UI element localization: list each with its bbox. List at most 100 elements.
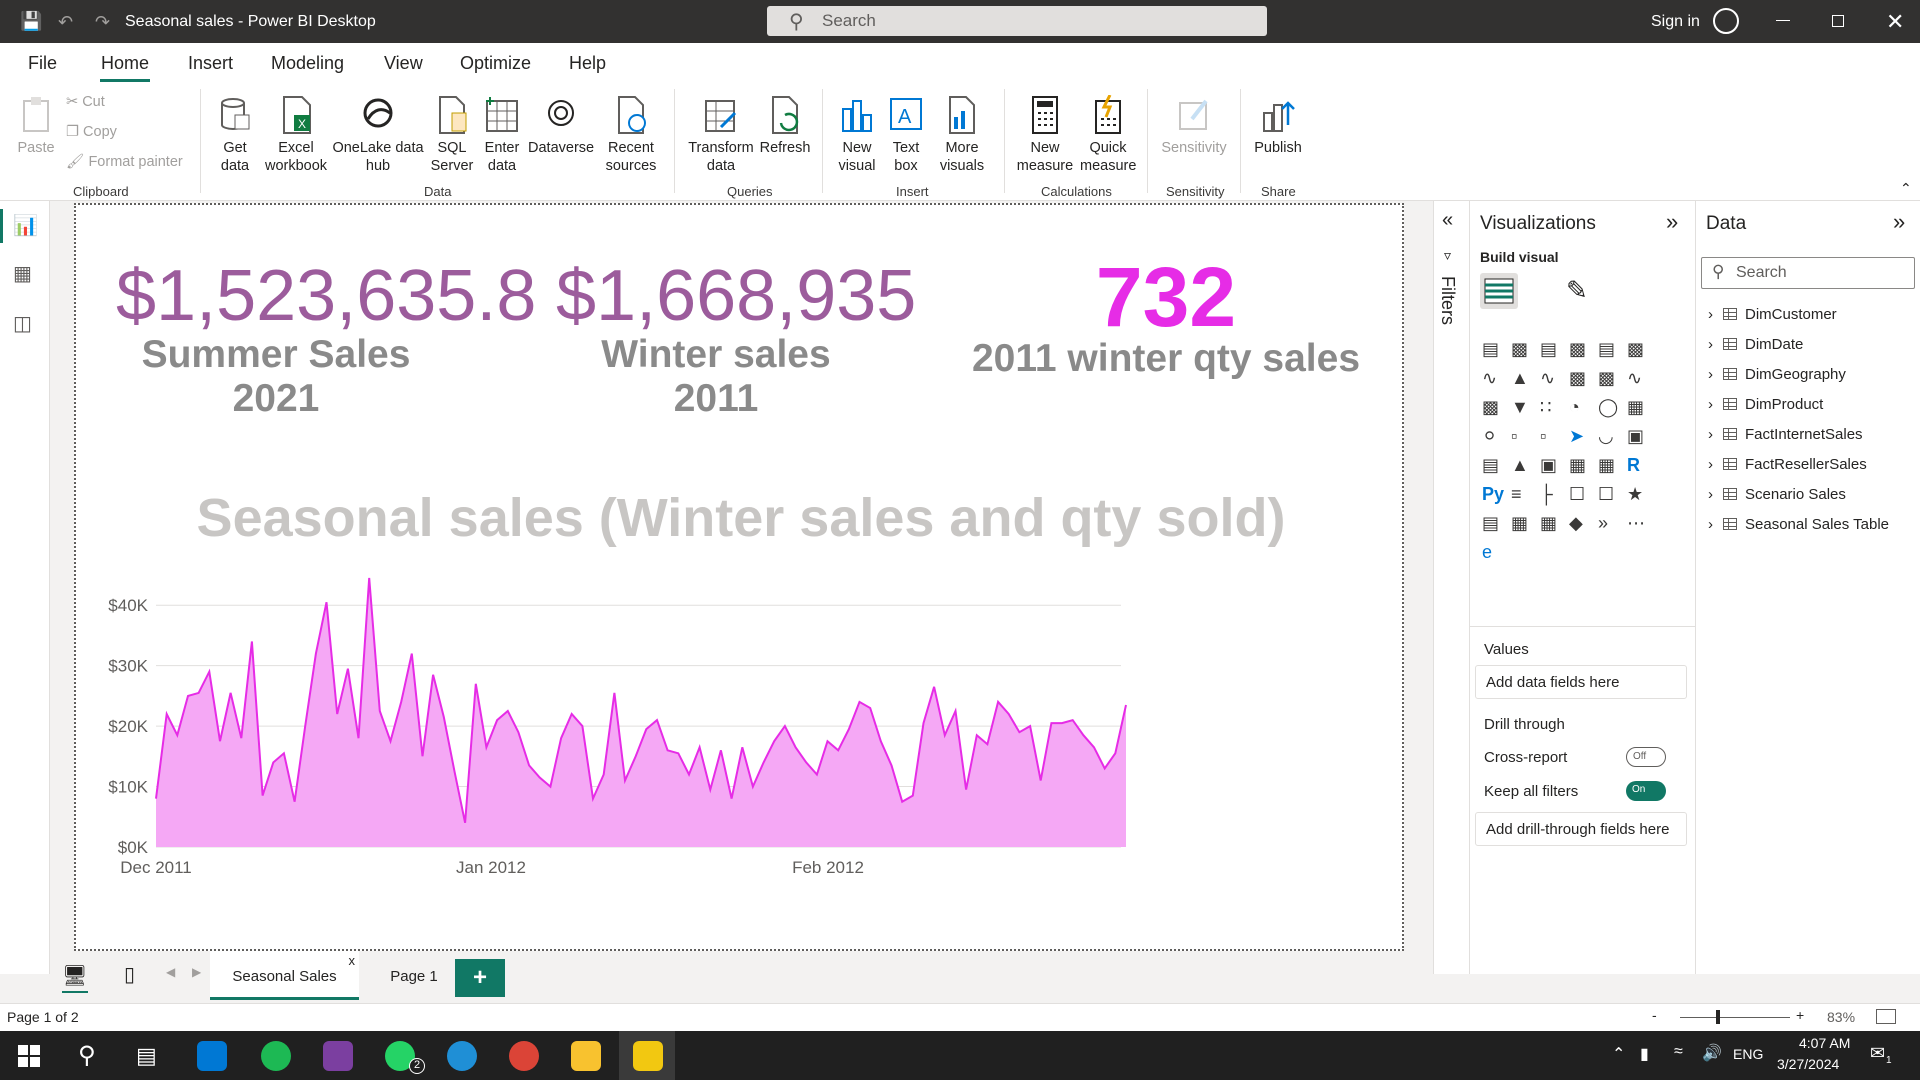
menu-help[interactable]: Help (569, 53, 607, 73)
table-item[interactable]: › DimDate (1708, 336, 1803, 353)
zoom-slider[interactable] (1680, 1010, 1790, 1024)
new-visual-button[interactable]: New visual (832, 95, 882, 175)
waterfall-visual-icon[interactable]: ▩ (1482, 397, 1500, 417)
close-icon[interactable]: ✕ (1886, 9, 1905, 34)
edge-icon[interactable] (447, 1041, 477, 1071)
file-explorer-icon[interactable] (571, 1041, 601, 1071)
data-search-input[interactable]: ⚲ Search (1701, 257, 1915, 289)
cross-report-toggle[interactable]: Off (1626, 747, 1666, 767)
task-view-icon[interactable]: ▤ (136, 1043, 157, 1068)
chrome-icon[interactable] (509, 1041, 539, 1071)
table-visual-icon[interactable]: ▦ (1569, 455, 1587, 475)
quick-measure-button[interactable]: Quick measure (1080, 95, 1136, 175)
account-icon[interactable] (1713, 8, 1739, 34)
collapse-viz-icon[interactable]: » (1666, 209, 1679, 234)
chevron-right-icon[interactable]: › (1708, 366, 1713, 383)
table-item[interactable]: › FactResellerSales (1708, 456, 1867, 473)
sign-in-link[interactable]: Sign in (1651, 13, 1700, 30)
zoom-thumb[interactable] (1716, 1010, 1720, 1024)
100-bar-visual-icon[interactable]: ▤ (1598, 339, 1616, 359)
stacked-area-visual-icon[interactable]: ∿ (1540, 368, 1556, 388)
report-view-icon[interactable]: 📊 (13, 215, 38, 237)
clustered-bar-visual-icon[interactable]: ▤ (1540, 339, 1558, 359)
restore-icon[interactable] (1832, 15, 1844, 27)
build-visual-tab[interactable] (1480, 273, 1518, 309)
values-well[interactable]: Add data fields here (1475, 665, 1687, 699)
format-painter-button[interactable]: 🖌 Format painter (66, 153, 183, 171)
trophy-visual-icon[interactable]: ★ (1627, 484, 1644, 504)
r-visual-visual-icon[interactable]: R (1627, 455, 1640, 475)
custom-visual-icon[interactable]: e (1482, 542, 1493, 562)
expand-filters-icon[interactable]: « (1442, 209, 1454, 231)
table-item[interactable]: › Scenario Sales (1708, 486, 1846, 503)
line-column-visual-icon[interactable]: ▩ (1569, 368, 1587, 388)
model-view-icon[interactable]: ◫ (13, 313, 32, 335)
mobile-layout-icon[interactable]: ▯ (124, 964, 136, 986)
menu-insert[interactable]: Insert (188, 53, 234, 73)
series-line[interactable] (155, 577, 1127, 824)
search-box[interactable]: ⚲ Search (767, 6, 1267, 36)
menu-home[interactable]: Home (101, 53, 150, 73)
collapse-ribbon-icon[interactable]: ⌃ (1900, 180, 1912, 196)
redo-icon[interactable]: ↷ (95, 12, 111, 32)
chevron-right-icon[interactable]: › (1708, 486, 1713, 503)
fit-to-page-icon[interactable] (1876, 1009, 1896, 1024)
copy-button[interactable]: ❐ Copy (66, 123, 117, 141)
pie-visual-icon[interactable]: ◔ (1569, 397, 1580, 417)
kpi-card-qty[interactable]: 732 2011 winter qty sales (956, 253, 1376, 381)
chevron-right-icon[interactable]: › (1708, 456, 1713, 473)
zoom-in-icon[interactable]: + (1796, 1007, 1805, 1023)
line-clustered-visual-icon[interactable]: ▩ (1598, 368, 1616, 388)
100-column-visual-icon[interactable]: ▩ (1627, 339, 1645, 359)
filters-pane-collapsed[interactable]: « ▿ Filters (1433, 201, 1469, 974)
page-tab-page-1[interactable]: Page 1 (370, 951, 458, 1000)
cut-button[interactable]: ✂ Cut (66, 93, 105, 111)
python-visual-icon[interactable]: Py (1482, 484, 1505, 504)
key-influencers-visual-icon[interactable]: ≡ (1511, 484, 1522, 504)
desktop-layout-icon[interactable]: 🖥 (62, 965, 88, 987)
spotify-icon[interactable] (261, 1041, 291, 1071)
treemap-visual-icon[interactable]: ▦ (1627, 397, 1645, 417)
kpi-card-winter[interactable]: $1,668,935 Winter sales 2011 (556, 255, 916, 421)
power-bi-icon[interactable] (633, 1041, 663, 1071)
more-visual-icon[interactable]: ⋯ (1627, 513, 1645, 533)
refresh-button[interactable]: Refresh (758, 95, 812, 157)
chevron-right-icon[interactable]: › (1708, 306, 1713, 323)
menu-view[interactable]: View (384, 53, 423, 73)
table-item[interactable]: › DimProduct (1708, 396, 1823, 413)
chevron-visual-icon[interactable]: » (1598, 513, 1609, 533)
table-item[interactable]: › DimCustomer (1708, 306, 1837, 323)
excel-workbook-button[interactable]: X Excel workbook (262, 95, 330, 175)
report-page[interactable]: $1,523,635.8 Summer Sales 2021 $1,668,93… (74, 203, 1404, 951)
get-data-button[interactable]: Get data (210, 95, 260, 175)
minimize-icon[interactable] (1776, 20, 1790, 21)
power-automate-visual-icon[interactable]: ▦ (1540, 513, 1558, 533)
volume-icon[interactable]: 🔊 (1702, 1045, 1722, 1062)
transform-data-button[interactable]: Transform data (686, 95, 756, 175)
save-icon[interactable]: 💾 (20, 11, 43, 31)
drill-through-well[interactable]: Add drill-through fields here (1475, 812, 1687, 846)
menu-modeling[interactable]: Modeling (271, 53, 345, 73)
decomposition-visual-icon[interactable]: ├ (1540, 484, 1553, 504)
narrative-visual-icon[interactable]: ☐ (1598, 484, 1615, 504)
azure-map-visual-icon[interactable]: ➤ (1569, 426, 1585, 446)
page-tab-seasonal-sales[interactable]: Seasonal Sales x (210, 951, 359, 1000)
area-chart[interactable]: $0K $10K $20K $30K $40K Dec 2011 Jan 2012 Feb 2… (76, 535, 1406, 955)
enter-data-button[interactable]: Enter data (480, 95, 524, 175)
line-visual-icon[interactable]: ∿ (1482, 368, 1498, 388)
text-box-button[interactable]: A Text box (884, 95, 928, 175)
clock-time[interactable]: 4:07 AM (1799, 1035, 1851, 1051)
more-visuals-button[interactable]: More visuals (932, 95, 992, 175)
onelake-button[interactable]: OneLake data hub (332, 95, 424, 175)
kpi-visual-icon[interactable]: ▲ (1511, 455, 1529, 475)
chevron-right-icon[interactable]: › (1708, 426, 1713, 443)
qa-visual-icon[interactable]: ☐ (1569, 484, 1586, 504)
recent-sources-button[interactable]: Recent sources (596, 95, 666, 175)
menu-optimize[interactable]: Optimize (460, 53, 532, 73)
collapse-data-icon[interactable]: » (1893, 209, 1906, 234)
clock-date[interactable]: 3/27/2024 (1777, 1056, 1840, 1072)
zoom-out-icon[interactable]: - (1652, 1007, 1657, 1023)
dataverse-button[interactable]: Dataverse (528, 95, 594, 157)
add-page-button[interactable]: + (455, 959, 505, 997)
sql-server-button[interactable]: SQL Server (430, 95, 474, 175)
